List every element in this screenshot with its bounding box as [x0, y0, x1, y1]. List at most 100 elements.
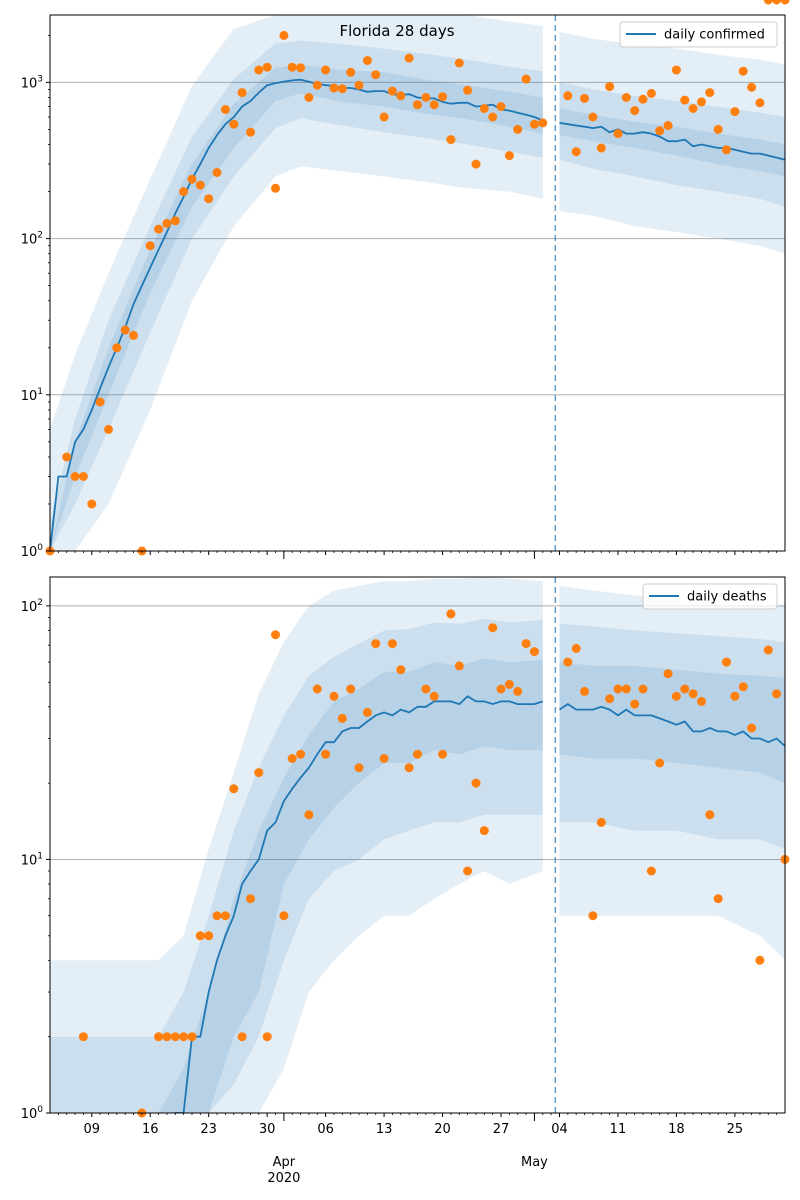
data-point — [747, 723, 757, 733]
x-tick-label: 06 — [317, 1122, 334, 1137]
data-point — [563, 657, 573, 667]
data-point — [413, 749, 422, 759]
data-point — [78, 1032, 88, 1042]
x-month-label: Apr — [273, 1155, 296, 1170]
uncertainty-band-middle — [559, 82, 785, 207]
data-point — [504, 151, 514, 161]
data-point — [605, 82, 615, 92]
data-point — [638, 684, 648, 694]
x-tick-label: 25 — [727, 1122, 744, 1137]
x-tick-label: 27 — [493, 1122, 510, 1137]
data-point — [296, 63, 306, 73]
data-point — [438, 92, 448, 102]
data-point — [396, 665, 406, 675]
data-point — [95, 397, 105, 407]
data-point — [162, 218, 172, 228]
data-point — [337, 713, 347, 723]
data-point — [463, 866, 473, 876]
y-tick-label: 100 — [21, 1105, 44, 1122]
x-tick-label: 11 — [610, 1122, 627, 1137]
data-point — [755, 955, 765, 965]
legend-label: daily deaths — [687, 590, 767, 605]
data-point — [680, 95, 690, 105]
y-tick-label: 101 — [21, 851, 43, 868]
data-point — [271, 183, 280, 193]
data-point — [246, 127, 255, 137]
data-point — [772, 0, 782, 5]
data-point — [521, 639, 531, 649]
data-point — [780, 0, 790, 5]
data-point — [438, 749, 448, 759]
data-point — [413, 100, 422, 110]
x-tick-label: 09 — [83, 1122, 100, 1137]
data-point — [337, 84, 347, 94]
data-point — [596, 143, 606, 153]
data-point — [671, 65, 681, 75]
uncertainty-band-outer — [559, 32, 785, 254]
data-point — [287, 754, 297, 763]
data-point — [246, 894, 255, 904]
data-point — [538, 118, 548, 128]
data-point — [279, 911, 289, 921]
data-point — [237, 1032, 247, 1042]
data-point — [87, 499, 97, 509]
data-point — [663, 121, 673, 130]
data-point — [220, 911, 230, 921]
data-point — [697, 97, 706, 107]
data-point — [387, 639, 397, 649]
data-point — [254, 768, 264, 778]
data-point — [471, 159, 481, 169]
data-point — [705, 810, 715, 820]
uncertainty-band-outer — [50, 577, 543, 1113]
data-point — [212, 168, 222, 177]
data-point — [304, 810, 314, 820]
data-point — [262, 1032, 272, 1042]
data-point — [179, 1032, 189, 1042]
data-point — [496, 102, 506, 112]
data-point — [154, 224, 164, 234]
data-point — [655, 126, 665, 136]
y-tick-label: 102 — [21, 231, 43, 248]
data-point — [62, 452, 72, 462]
data-point — [763, 0, 773, 5]
data-point — [404, 763, 414, 773]
x-month-label: May — [521, 1155, 548, 1170]
data-point — [496, 684, 506, 694]
data-point — [229, 119, 239, 129]
data-point — [613, 129, 623, 139]
data-point — [104, 424, 113, 434]
data-point — [646, 88, 656, 98]
data-point — [488, 623, 498, 633]
series-line — [559, 703, 785, 747]
uncertainty-band-outer — [559, 585, 785, 961]
data-point — [170, 216, 180, 226]
data-point — [663, 669, 673, 679]
data-point — [404, 53, 414, 63]
y-tick-label: 101 — [21, 387, 43, 404]
data-point — [688, 689, 698, 699]
data-point — [488, 112, 498, 122]
y-tick-label: 102 — [21, 598, 43, 615]
data-point — [638, 94, 648, 104]
data-point — [772, 689, 782, 699]
data-point — [713, 894, 723, 904]
data-point — [730, 691, 740, 701]
y-tick-label: 103 — [21, 74, 43, 91]
data-point — [346, 684, 356, 694]
data-point — [312, 80, 322, 90]
deaths-chart-panel: 100 101 102 09 16 23 30 06 13 20 27 04 11 18 25 Apr2020… — [21, 576, 790, 1186]
data-point — [722, 145, 731, 155]
data-point — [229, 784, 239, 794]
chart-title: Florida 28 days — [339, 22, 454, 40]
data-point — [763, 645, 773, 655]
data-point — [688, 104, 698, 113]
data-point — [621, 93, 631, 102]
data-point — [162, 1032, 172, 1042]
data-point — [354, 80, 364, 90]
data-point — [271, 630, 280, 640]
plot-area — [50, 15, 785, 551]
data-point — [129, 330, 138, 340]
data-point — [755, 98, 765, 108]
data-point — [596, 817, 606, 827]
